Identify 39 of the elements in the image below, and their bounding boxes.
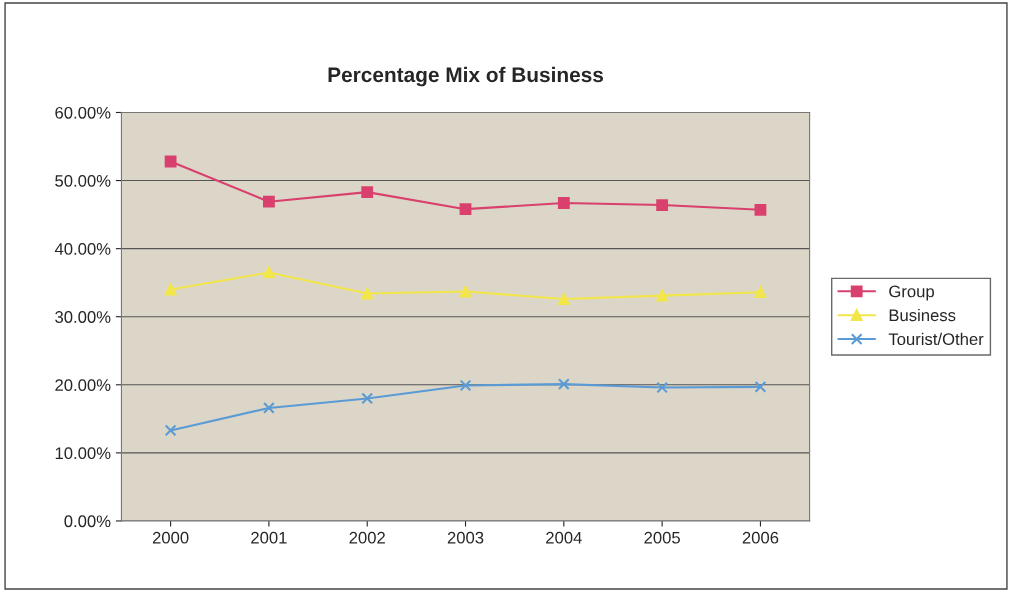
legend-label: Group	[889, 285, 934, 301]
chart-title: Percentage Mix of Business	[328, 66, 604, 87]
x-tick-label: 2006	[742, 531, 779, 544]
point	[656, 199, 669, 211]
y-tick-label: 40.00%	[54, 243, 111, 255]
point	[263, 402, 275, 414]
x-tick-label: 2004	[546, 531, 582, 544]
point	[656, 381, 669, 394]
point	[754, 286, 767, 299]
x-tick-label: 2001	[251, 531, 287, 544]
point	[754, 203, 767, 216]
point	[164, 283, 177, 296]
x-tick-label: 2000	[152, 531, 189, 544]
point	[459, 285, 472, 298]
point	[361, 186, 374, 199]
point	[754, 380, 767, 393]
point	[557, 293, 570, 305]
legend-label: Tourist/Other	[888, 332, 984, 346]
point	[263, 195, 275, 208]
x-tick-label: 2005	[644, 531, 680, 544]
x-tick-label: 2002	[349, 531, 385, 544]
y-tick-label: 50.00%	[55, 174, 111, 187]
point	[164, 424, 177, 437]
point	[361, 287, 374, 300]
legend-label: Business	[889, 308, 956, 322]
y-tick-label: 20.00%	[55, 379, 111, 391]
y-tick-label: 0.00%	[64, 515, 111, 528]
y-tick-label: 10.00%	[55, 447, 111, 460]
point	[263, 266, 275, 279]
point	[557, 378, 570, 391]
point	[459, 379, 472, 392]
y-tick-label: 60.00%	[55, 106, 111, 119]
point	[557, 197, 570, 209]
x-tick-label: 2003	[447, 531, 484, 544]
point	[164, 155, 177, 168]
point	[656, 289, 669, 302]
point	[361, 392, 374, 405]
point	[459, 203, 472, 216]
y-tick-label: 30.00%	[55, 311, 111, 323]
